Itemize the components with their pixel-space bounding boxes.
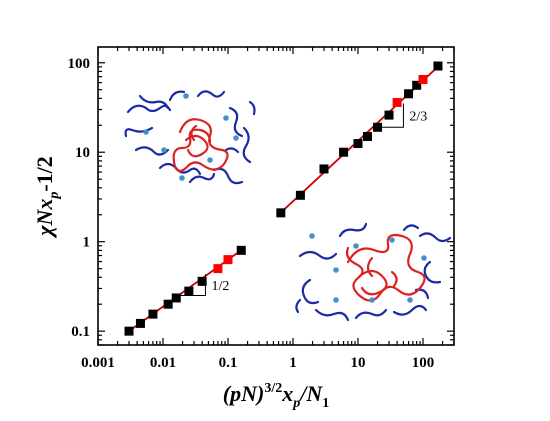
data-point bbox=[392, 97, 402, 107]
slope-label: 1/2 bbox=[211, 279, 229, 294]
data-point bbox=[276, 208, 286, 218]
x-axis-title: (pN)3/2xp/N1 bbox=[223, 381, 329, 411]
data-point bbox=[197, 276, 207, 286]
x-tick-label: 0.1 bbox=[219, 355, 238, 371]
data-point bbox=[148, 309, 158, 319]
y-tick-label: 100 bbox=[68, 56, 91, 72]
x-tick-label: 1 bbox=[289, 355, 297, 371]
slope-label: 2/3 bbox=[409, 109, 427, 124]
x-tick-label: 10 bbox=[350, 355, 365, 371]
data-point bbox=[384, 110, 394, 120]
data-point bbox=[362, 131, 372, 141]
y-tick-label: 0.1 bbox=[71, 324, 90, 340]
data-markers bbox=[124, 61, 443, 336]
data-point bbox=[353, 139, 363, 149]
data-point bbox=[236, 245, 246, 255]
data-point bbox=[213, 264, 223, 274]
x-tick-label: 100 bbox=[412, 355, 435, 371]
data-point bbox=[433, 61, 443, 71]
axis-titles: (pN)3/2xp/N1 χNxp-1/2 bbox=[32, 156, 329, 411]
coil-illustration-top-left bbox=[124, 90, 256, 185]
data-point bbox=[412, 80, 422, 90]
y-tick-label: 1 bbox=[83, 235, 91, 251]
data-point bbox=[339, 147, 349, 157]
tick-labels: 0.001 0.01 0.1 1 10 100 0.1 1 10 100 bbox=[68, 56, 435, 371]
data-point bbox=[135, 318, 145, 328]
x-tick-label: 0.01 bbox=[150, 355, 176, 371]
plot-frame bbox=[97, 46, 455, 346]
x-tick-label: 0.001 bbox=[81, 355, 115, 371]
data-point bbox=[319, 164, 329, 174]
data-point bbox=[163, 299, 173, 309]
data-point bbox=[373, 122, 383, 132]
data-point bbox=[418, 74, 428, 84]
data-point bbox=[295, 190, 305, 200]
slope-triangle bbox=[377, 103, 404, 128]
data-point bbox=[184, 286, 194, 296]
coil-illustration-bottom-right bbox=[295, 222, 452, 322]
y-tick-label: 10 bbox=[75, 145, 90, 161]
axis-ticks bbox=[97, 47, 455, 346]
data-point bbox=[404, 89, 414, 99]
y-axis-title: χNxp-1/2 bbox=[32, 156, 62, 239]
data-point bbox=[223, 255, 233, 265]
data-point bbox=[124, 326, 134, 336]
data-point bbox=[171, 293, 181, 303]
